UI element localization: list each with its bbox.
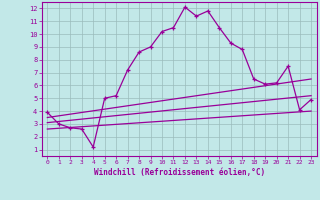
X-axis label: Windchill (Refroidissement éolien,°C): Windchill (Refroidissement éolien,°C) (94, 168, 265, 177)
